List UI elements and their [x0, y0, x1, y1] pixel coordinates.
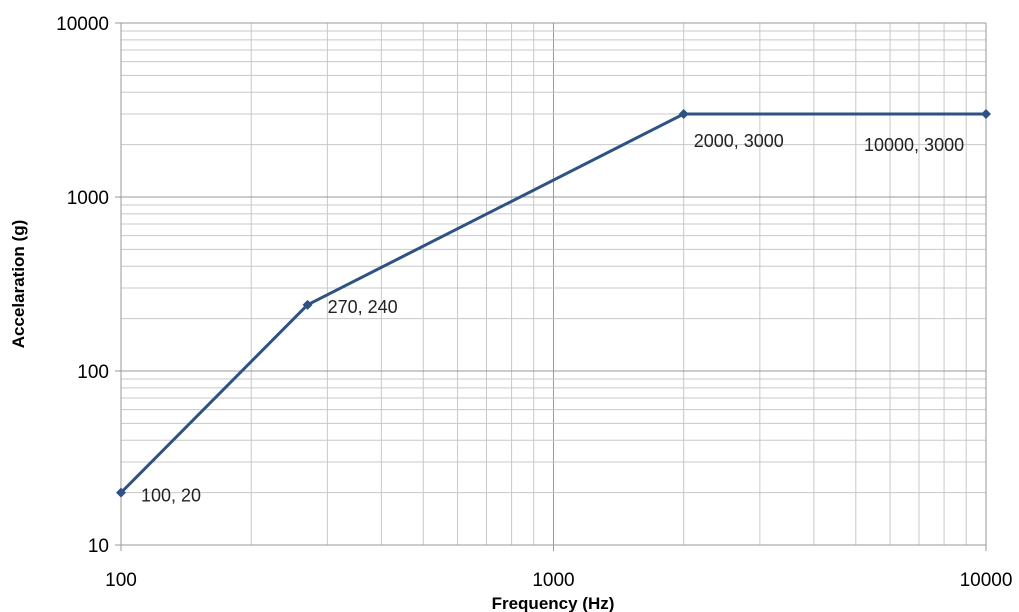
x-tick-label: 1000	[532, 570, 574, 591]
y-tick-label: 1000	[67, 188, 109, 209]
data-label: 2000, 3000	[694, 131, 784, 151]
data-label: 270, 240	[328, 297, 398, 317]
data-point-marker	[116, 487, 126, 498]
x-tick-label: 10000	[960, 570, 1013, 591]
x-axis-title: Frequency (Hz)	[492, 594, 615, 612]
data-point-marker	[678, 108, 689, 119]
y-axis-title: Accelaration (g)	[9, 220, 28, 348]
x-tick-label: 100	[105, 570, 137, 591]
data-label: 10000, 3000	[864, 135, 964, 155]
data-point-marker	[981, 108, 991, 119]
data-label: 100, 20	[141, 486, 201, 506]
y-tick-label: 10	[88, 536, 109, 557]
y-tick-label: 100	[77, 362, 109, 383]
series-line	[119, 112, 986, 494]
y-tick-label: 10000	[56, 14, 109, 35]
data-point-marker	[302, 299, 313, 310]
